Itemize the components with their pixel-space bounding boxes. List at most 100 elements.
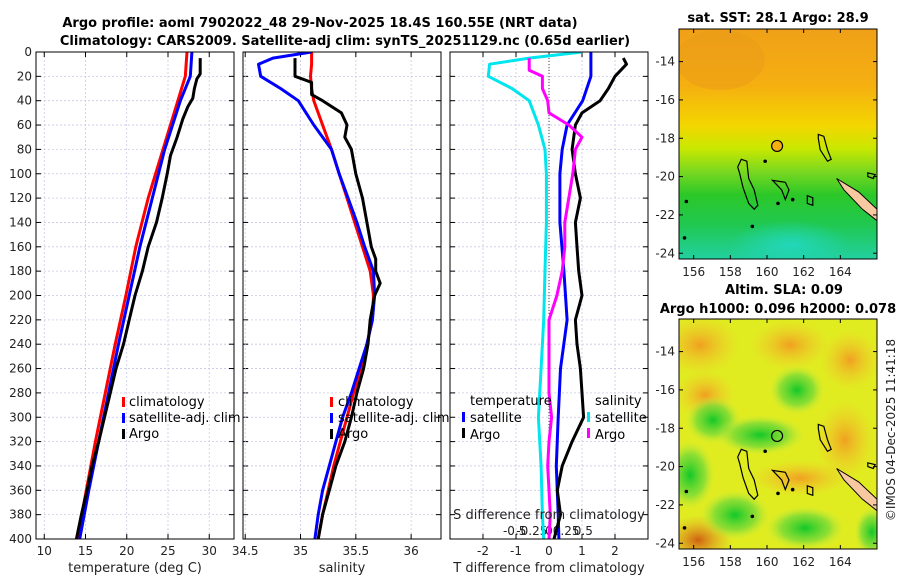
series-line-salinity-argo	[527, 58, 584, 539]
reef-dot	[790, 197, 795, 202]
legend-heading-temperature: temperature	[470, 394, 552, 409]
tdiff-xlabel: T difference from climatology	[452, 561, 645, 576]
title-line1: Argo profile: aoml 7902022_48 29-Nov-202…	[62, 16, 577, 31]
reef-contour	[737, 158, 759, 211]
map-y-tick-label: -14	[655, 55, 675, 69]
map-x-tick-label: 162	[792, 265, 815, 279]
temperature-panel: 0 20 40 60 80 100 120 140 160 180 200 220 240 260 280 3…	[9, 45, 235, 558]
imos-watermark: ©IMOS 04-Dec-2025 11:41:18	[884, 339, 898, 521]
plot-frame	[449, 51, 649, 540]
y-tick-label: 340	[9, 459, 32, 473]
legend-swatch-satellite	[122, 413, 125, 423]
argo-position-marker	[770, 139, 784, 153]
x-tick-label: 0	[545, 544, 553, 558]
x-tick-label: -2	[477, 544, 489, 558]
reef-contour	[770, 179, 790, 202]
reef-contour	[817, 423, 832, 453]
series-line-salinity-satellite	[486, 52, 583, 539]
legend-swatch-t-argo	[462, 428, 465, 438]
map-frame	[678, 28, 878, 260]
legend-label-s-satellite: satellite	[595, 411, 647, 426]
title-line2: Climatology: CARS2009. Satellite-adj cli…	[60, 34, 630, 49]
legend-swatch-s-argo	[587, 428, 590, 438]
plot-frame	[242, 51, 442, 540]
map-x-tick-label: 156	[682, 265, 705, 279]
y-tick-label: 0	[24, 45, 32, 59]
difference-legend: temperature satellite Argo salinity sate…	[462, 394, 647, 443]
sst-map: 156 158 160 162 164 -14 -16 -18 -20 -22 -24	[655, 28, 878, 279]
sst-cool-patch	[730, 220, 850, 259]
sdiff-label: S difference from climatology	[453, 508, 645, 523]
legend-label-climatology: climatology	[129, 395, 205, 410]
reef-contour	[737, 448, 759, 501]
map-x-tick-label: 164	[829, 265, 852, 279]
series-line-temperature-satellite	[554, 52, 593, 539]
y-tick-label: 160	[9, 240, 32, 254]
map-x-tick-label: 160	[756, 555, 779, 569]
y-tick-label: 40	[17, 94, 32, 108]
reef-contour	[770, 469, 790, 492]
sst-warm-patch	[679, 30, 765, 90]
y-tick-label: 320	[9, 435, 32, 449]
s-diff-tick-label: 0.5	[574, 524, 593, 538]
reef-dot	[776, 491, 780, 496]
legend-swatch-t-satellite	[462, 412, 465, 422]
legend-label-climatology: climatology	[338, 395, 414, 410]
y-tick-label: 380	[9, 508, 32, 522]
x-tick-label: 35.5	[342, 544, 369, 558]
map-x-tick-label: 162	[792, 555, 815, 569]
y-tick-label: 300	[9, 410, 32, 424]
salinity-legend: climatology satellite-adj. clim Argo	[330, 395, 450, 442]
difference-panel: -2 -1 0 1 2-0.5-0.250 0.250.5	[449, 51, 649, 558]
y-tick-label: 260	[9, 362, 32, 376]
x-tick-label: 1	[578, 544, 586, 558]
map-y-tick-label: -24	[655, 536, 675, 550]
map-y-tick-label: -20	[655, 170, 675, 184]
x-tick-label: 15	[78, 544, 93, 558]
reef-dot	[750, 514, 755, 519]
legend-label-t-argo: Argo	[470, 428, 500, 443]
legend-label-satellite: satellite-adj. clim	[338, 411, 450, 426]
legend-label-t-satellite: satellite	[470, 411, 522, 426]
x-tick-label: 36	[403, 544, 418, 558]
map-x-tick-label: 160	[756, 265, 779, 279]
argo-position-marker	[770, 429, 784, 443]
s-diff-tick-label: -0.5	[503, 524, 526, 538]
temperature-xlabel: temperature (deg C)	[68, 561, 202, 576]
legend-label-satellite: satellite-adj. clim	[129, 411, 241, 426]
y-tick-label: 100	[9, 167, 32, 181]
x-tick-label: 25	[160, 544, 175, 558]
sla-map: 156 158 160 162 164 -14 -16 -18 -20 -22 -24	[655, 318, 878, 569]
y-tick-label: 20	[17, 69, 32, 83]
map-x-tick-label: 158	[719, 265, 742, 279]
reef-dot	[682, 236, 687, 240]
legend-swatch-satellite	[330, 413, 333, 423]
x-tick-label: 30	[202, 544, 217, 558]
salinity-xlabel: salinity	[319, 561, 366, 576]
y-tick-label: 360	[9, 483, 32, 497]
legend-swatch-climatology	[330, 397, 333, 407]
plot-frame	[35, 51, 235, 540]
x-tick-label: 10	[37, 544, 52, 558]
series-line-argo	[293, 58, 382, 539]
y-tick-label: 200	[9, 289, 32, 303]
map-x-tick-label: 156	[682, 555, 705, 569]
legend-heading-salinity: salinity	[595, 394, 642, 409]
legend-swatch-argo	[122, 429, 125, 439]
series-line-satellite-adj-clim	[257, 52, 377, 539]
x-tick-label: 2	[611, 544, 619, 558]
reef-dot	[763, 159, 767, 164]
map-y-tick-label: -20	[655, 460, 675, 474]
reef-dot	[763, 449, 767, 454]
map-y-tick-label: -18	[655, 421, 675, 435]
reef-contour	[867, 462, 877, 470]
sst-map-title: sat. SST: 28.1 Argo: 28.9	[687, 11, 868, 26]
reef-contour	[806, 484, 814, 497]
map-y-tick-label: -22	[655, 498, 675, 512]
map-y-tick-label: -16	[655, 93, 675, 107]
reef-contour	[867, 172, 877, 180]
y-tick-label: 120	[9, 191, 32, 205]
reef-dot	[684, 199, 689, 204]
y-tick-label: 280	[9, 386, 32, 400]
